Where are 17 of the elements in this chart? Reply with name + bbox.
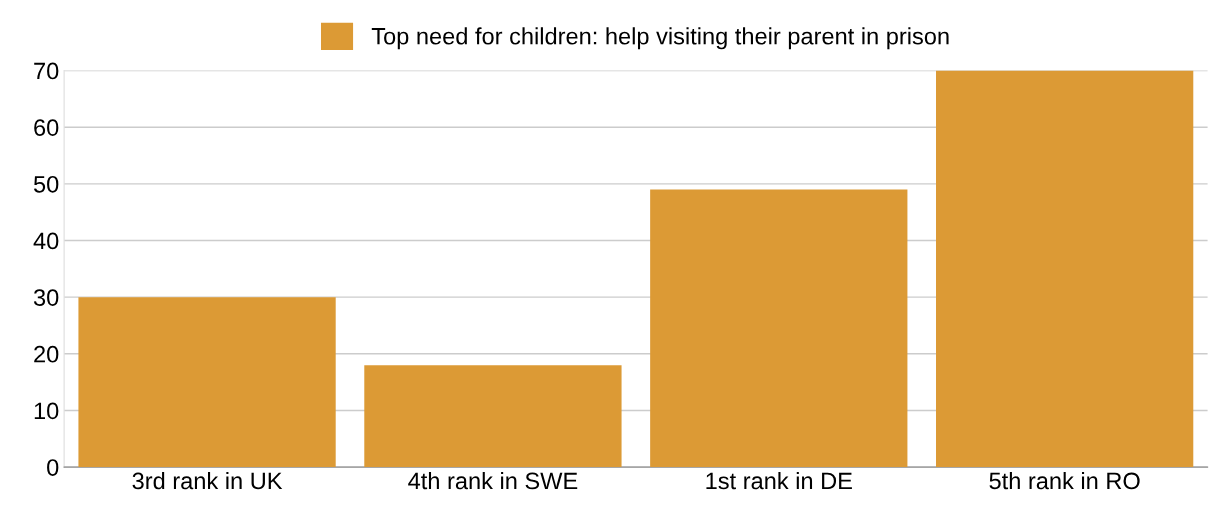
- bar: [650, 189, 908, 468]
- y-tick-label: 40: [33, 232, 59, 250]
- y-tick-label: 0: [47, 459, 59, 476]
- y-tick-label: 30: [33, 289, 59, 306]
- y-tick-label: 20: [34, 345, 59, 363]
- x-tick-label: 1st rank in DE: [706, 471, 852, 490]
- y-tick-label: 50: [33, 175, 59, 193]
- y-tick-label: 60: [34, 119, 59, 136]
- bar: [936, 70, 1194, 468]
- bar: [364, 365, 622, 468]
- x-tick-label: 4th rank in SWE: [408, 471, 578, 490]
- x-tick-label: 3rd rank in UK: [132, 471, 283, 490]
- x-tick-label: 5th rank in RO: [989, 471, 1140, 490]
- bar: [78, 297, 336, 468]
- y-tick-label: 10: [34, 402, 59, 420]
- y-tick-label: 70: [34, 62, 59, 80]
- legend-label: Top need for children: help visiting their parent in prison: [371, 27, 949, 50]
